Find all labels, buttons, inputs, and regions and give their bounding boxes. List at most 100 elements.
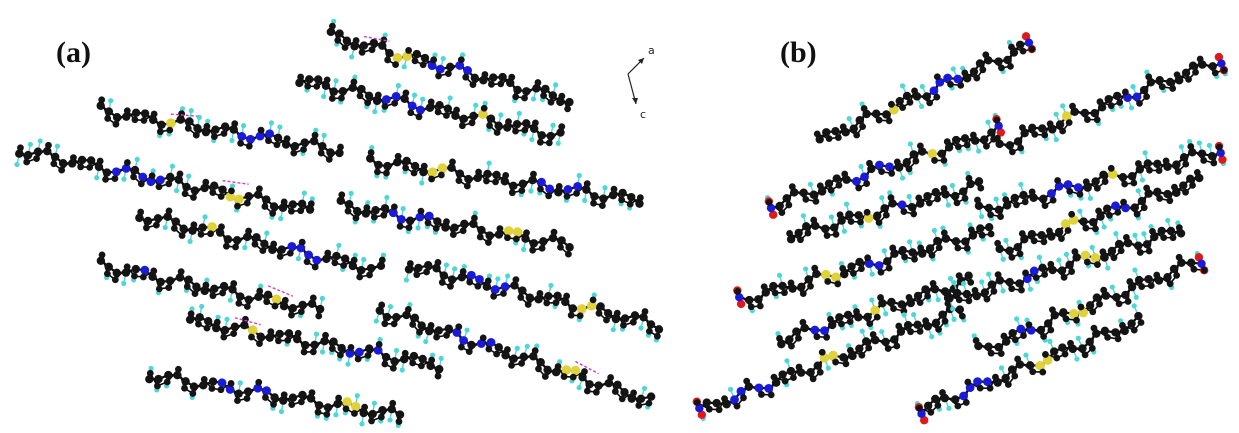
- carbon-atom: [873, 211, 882, 220]
- carbon-atom: [1145, 247, 1153, 255]
- carbon-atom: [1005, 277, 1014, 287]
- hydrogen-atom: [387, 304, 394, 310]
- carbon-atom: [394, 152, 402, 160]
- carbon-atom: [1172, 188, 1181, 197]
- contact-line: [267, 285, 294, 297]
- carbon-atom: [131, 272, 138, 280]
- nitrogen-atom: [735, 293, 744, 302]
- carbon-atom: [70, 154, 77, 162]
- hydrogen-atom: [215, 314, 221, 320]
- carbon-atom: [268, 245, 277, 255]
- carbon-atom: [350, 78, 358, 86]
- hydrogen-atom: [638, 325, 644, 331]
- carbon-atom: [1197, 149, 1207, 158]
- carbon-atom: [359, 41, 369, 50]
- hydrogen-atom: [400, 205, 406, 212]
- carbon-atom: [210, 133, 218, 140]
- carbon-atom: [1121, 290, 1130, 300]
- carbon-atom: [933, 93, 941, 101]
- hydrogen-atom: [401, 64, 407, 70]
- carbon-atom: [298, 390, 307, 400]
- carbon-atom: [840, 269, 849, 279]
- carbon-atom: [546, 131, 555, 141]
- carbon-atom: [906, 298, 916, 308]
- carbon-atom: [620, 388, 629, 397]
- carbon-atom: [77, 163, 85, 171]
- carbon-atom: [1144, 274, 1153, 284]
- carbon-atom: [381, 352, 391, 362]
- hydrogen-atom: [528, 188, 534, 194]
- carbon-atom: [744, 382, 754, 391]
- carbon-atom: [17, 144, 24, 152]
- hydrogen-atom: [899, 83, 906, 89]
- carbon-atom: [636, 194, 644, 202]
- hydrogen-atom: [242, 245, 248, 251]
- carbon-atom: [368, 409, 377, 419]
- carbon-atom: [1039, 194, 1048, 204]
- carbon-atom: [522, 87, 531, 96]
- carbon-atom: [1117, 247, 1125, 255]
- carbon-atom: [1143, 159, 1153, 168]
- hydrogen-atom: [555, 140, 561, 146]
- carbon-atom: [1079, 217, 1088, 226]
- sulfur-atom: [821, 269, 831, 280]
- carbon-atom: [531, 347, 539, 355]
- hydrogen-atom: [313, 331, 320, 337]
- carbon-atom: [96, 256, 106, 265]
- carbon-atom: [191, 290, 199, 297]
- carbon-atom: [390, 320, 398, 328]
- carbon-atom: [443, 331, 450, 339]
- carbon-atom: [797, 236, 804, 244]
- carbon-atom: [1200, 266, 1208, 274]
- carbon-atom: [203, 122, 211, 130]
- carbon-atom: [295, 78, 304, 88]
- carbon-atom: [1057, 266, 1067, 275]
- carbon-atom: [790, 374, 797, 381]
- carbon-atom: [104, 115, 112, 122]
- molecule: [775, 271, 975, 350]
- carbon-atom: [795, 334, 802, 342]
- hydrogen-atom: [432, 52, 438, 58]
- carbon-atom: [279, 396, 288, 405]
- carbon-atom: [939, 389, 946, 396]
- carbon-atom: [607, 374, 615, 381]
- carbon-atom: [1106, 211, 1113, 219]
- carbon-atom: [859, 123, 866, 131]
- hydrogen-atom: [919, 83, 925, 90]
- carbon-atom: [712, 398, 721, 408]
- carbon-atom: [23, 158, 31, 166]
- carbon-atom: [1068, 344, 1077, 354]
- carbon-atom: [1043, 319, 1053, 328]
- carbon-atom: [323, 410, 331, 418]
- hydrogen-atom: [134, 156, 140, 162]
- carbon-atom: [568, 304, 578, 313]
- carbon-atom: [927, 408, 935, 416]
- carbon-atom: [934, 402, 942, 409]
- carbon-atom: [903, 320, 913, 330]
- carbon-atom: [978, 231, 986, 239]
- hydrogen-atom: [1128, 105, 1135, 111]
- carbon-atom: [1095, 207, 1102, 215]
- carbon-atom: [122, 112, 131, 121]
- carbon-atom: [152, 221, 160, 229]
- hydrogen-atom: [348, 190, 354, 196]
- carbon-atom: [1179, 181, 1188, 190]
- molecule: [764, 112, 1006, 219]
- carbon-atom: [585, 380, 594, 389]
- hydrogen-atom: [354, 393, 360, 399]
- nitrogen-atom: [959, 391, 969, 401]
- carbon-atom: [433, 217, 442, 226]
- sulfur-atom: [1035, 360, 1045, 371]
- carbon-atom: [445, 62, 455, 72]
- carbon-atom: [288, 401, 296, 409]
- carbon-atom: [281, 140, 291, 149]
- carbon-atom: [980, 288, 990, 297]
- sulfur-atom: [342, 397, 352, 407]
- carbon-atom: [230, 280, 238, 287]
- carbon-atom: [974, 201, 984, 211]
- carbon-atom: [951, 237, 961, 246]
- hydrogen-atom: [472, 210, 478, 216]
- carbon-atom: [907, 202, 917, 212]
- carbon-atom: [1078, 344, 1087, 353]
- carbon-atom: [1046, 120, 1054, 128]
